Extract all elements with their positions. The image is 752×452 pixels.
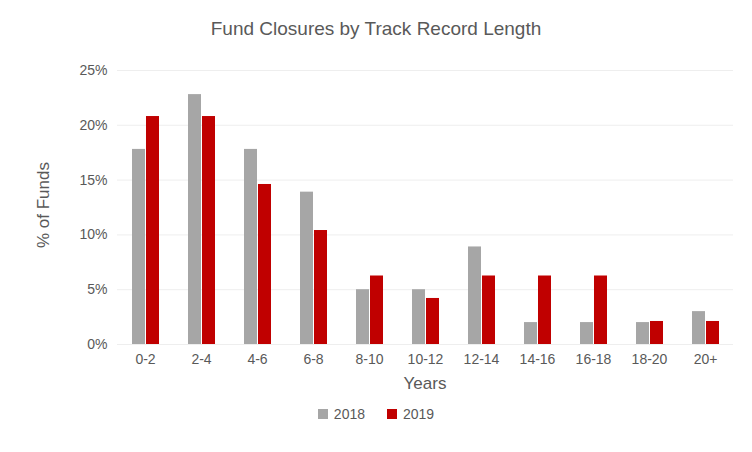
svg-text:14-16: 14-16 <box>520 351 556 367</box>
svg-text:10-12: 10-12 <box>408 351 444 367</box>
svg-text:5%: 5% <box>87 281 107 297</box>
svg-text:2-4: 2-4 <box>191 351 211 367</box>
svg-text:20%: 20% <box>79 117 107 133</box>
svg-text:4-6: 4-6 <box>247 351 267 367</box>
svg-text:18-20: 18-20 <box>632 351 668 367</box>
html-text:2019: 2019 <box>403 406 435 422</box>
svg-text:20+: 20+ <box>694 351 718 367</box>
svg-text:25%: 25% <box>79 62 107 78</box>
svg-text:6-8: 6-8 <box>303 351 323 367</box>
html-text:Fund Closures by Track Record: Fund Closures by Track Record Length <box>210 18 542 39</box>
html-text:2018: 2018 <box>333 406 365 422</box>
svg-text:12-14: 12-14 <box>464 351 500 367</box>
svg-text:15%: 15% <box>79 172 107 188</box>
svg-text:0%: 0% <box>87 336 107 352</box>
svg-text:0-2: 0-2 <box>135 351 155 367</box>
html-text:% of Funds: % of Funds <box>34 162 53 248</box>
svg-text:10%: 10% <box>79 226 107 242</box>
svg-text:16-18: 16-18 <box>576 351 612 367</box>
html-text:Years: Years <box>403 374 447 393</box>
svg-text:8-10: 8-10 <box>355 351 383 367</box>
